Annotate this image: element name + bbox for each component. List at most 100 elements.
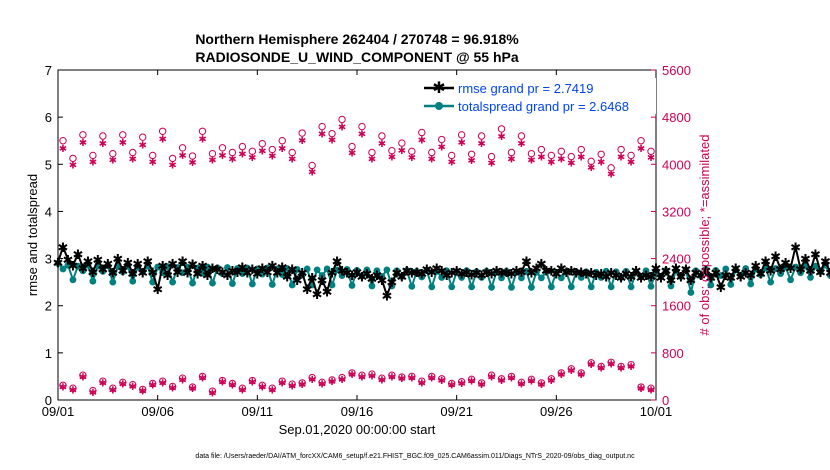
obs-assimilated-point: ✱ <box>109 385 117 396</box>
spread-point <box>154 263 162 271</box>
obs-possible-point <box>198 372 207 381</box>
obs-assimilated-point: ✱ <box>69 385 77 396</box>
rmse-point: ✱ <box>611 269 622 284</box>
spread-point <box>747 280 755 288</box>
spread-point <box>59 265 67 273</box>
spread-point <box>772 265 779 272</box>
rmse-point: ✱ <box>147 266 158 281</box>
obs-assimilated-point: ✱ <box>338 375 346 386</box>
chart-title-line2: RADIOSONDE_U_WIND_COMPONENT @ 55 hPa <box>195 49 518 65</box>
rmse-point: ✱ <box>202 269 213 284</box>
obs-assimilated-point: ✱ <box>198 134 206 145</box>
obs-possible-point <box>627 151 635 160</box>
obs-assimilated-point: ✱ <box>557 370 565 381</box>
rmse-point: ✱ <box>511 264 522 279</box>
x-axis-label: Sep.01,2020 00:00:00 start <box>279 422 436 437</box>
obs-assimilated-point: ✱ <box>537 380 545 391</box>
rmse-point: ✱ <box>322 286 333 301</box>
rmse-point: ✱ <box>536 257 547 272</box>
x-tick-label: 09/11 <box>242 404 274 419</box>
obs-assimilated-point: ✱ <box>178 151 186 162</box>
spread-point <box>179 269 186 277</box>
obs-assimilated-point: ✱ <box>288 154 296 165</box>
y-left-tick-label: 7 <box>45 63 52 78</box>
obs-possible-point <box>119 378 127 387</box>
rmse-point: ✱ <box>481 266 492 281</box>
obs-possible-point <box>298 379 306 387</box>
rmse-point: ✱ <box>362 268 373 283</box>
rmse-point: ✱ <box>142 255 153 270</box>
obs-possible-point <box>178 374 187 382</box>
spread-point <box>423 266 431 274</box>
y-left-tick-label: 1 <box>45 346 52 361</box>
obs-possible-point <box>59 137 67 145</box>
spread-point <box>224 264 231 271</box>
obs-possible-point <box>119 131 127 139</box>
rmse-point: ✱ <box>87 266 98 281</box>
spread-point <box>642 267 650 275</box>
obs-assimilated-point: ✱ <box>148 157 156 168</box>
spread-point <box>204 263 211 271</box>
rmse-point: ✱ <box>775 263 786 278</box>
obs-assimilated-point: ✱ <box>218 151 226 162</box>
rmse-point: ✱ <box>745 269 756 284</box>
rmse-point: ✱ <box>127 268 138 283</box>
y-right-tick-label: 4000 <box>662 157 691 172</box>
x-tick-label: 09/16 <box>341 404 374 419</box>
spread-point <box>627 283 635 291</box>
spread-point <box>169 278 177 286</box>
obs-possible-point <box>388 147 396 155</box>
obs-assimilated-point: ✱ <box>398 146 406 157</box>
spread-point <box>607 283 615 291</box>
obs-assimilated-point: ✱ <box>577 153 585 164</box>
obs-possible-point <box>398 373 406 381</box>
rmse-point: ✱ <box>167 257 178 272</box>
obs-assimilated-point: ✱ <box>507 374 515 385</box>
rmse-point: ✱ <box>292 274 303 289</box>
obs-possible-point <box>378 374 386 382</box>
obs-assimilated-point: ✱ <box>358 372 366 383</box>
footnote: data file: /Users/raeder/DAI/ATM_forcXX/… <box>195 453 635 460</box>
spread-point <box>727 281 735 288</box>
spread-point <box>537 274 545 282</box>
obs-possible-point <box>537 145 546 154</box>
spread-point <box>74 262 82 270</box>
y-left-tick-label: 2 <box>45 299 52 314</box>
obs-possible-point <box>158 377 167 385</box>
obs-assimilated-point: ✱ <box>99 139 107 150</box>
rmse-point: ✱ <box>820 255 830 270</box>
obs-possible-point <box>587 157 595 166</box>
rmse-point: ✱ <box>576 266 587 281</box>
rmse-point: ✱ <box>561 266 572 281</box>
obs-assimilated-point: ✱ <box>637 144 645 155</box>
spread-point <box>587 283 595 291</box>
obs-assimilated-point: ✱ <box>647 153 655 164</box>
spread-point <box>557 274 565 282</box>
spread-point <box>647 282 655 290</box>
plot-area <box>58 70 656 400</box>
rmse-point: ✱ <box>92 254 103 269</box>
spread-point <box>408 282 416 290</box>
rmse-point: ✱ <box>516 266 527 281</box>
obs-assimilated-point: ✱ <box>557 154 565 165</box>
obs-assimilated-point: ✱ <box>477 139 485 150</box>
rmse-point: ✱ <box>521 255 532 270</box>
obs-possible-point <box>358 122 366 131</box>
obs-possible-point <box>368 370 376 378</box>
rmse-point: ✱ <box>307 271 318 286</box>
rmse-point: ✱ <box>596 268 607 283</box>
x-tick-label: 09/06 <box>141 404 174 419</box>
obs-possible-point <box>308 161 316 170</box>
y-left-tick-label: 3 <box>45 252 52 267</box>
spread-point <box>293 266 301 273</box>
spread-point <box>453 268 461 276</box>
rmse-point: ✱ <box>656 271 667 286</box>
obs-assimilated-point: ✱ <box>238 150 246 161</box>
spread-point <box>777 270 784 278</box>
obs-possible-point <box>418 128 426 137</box>
obs-possible-point <box>168 382 177 391</box>
obs-assimilated-point: ✱ <box>89 157 97 168</box>
obs-assimilated-point: ✱ <box>567 159 575 170</box>
obs-assimilated-point: ✱ <box>388 153 396 164</box>
